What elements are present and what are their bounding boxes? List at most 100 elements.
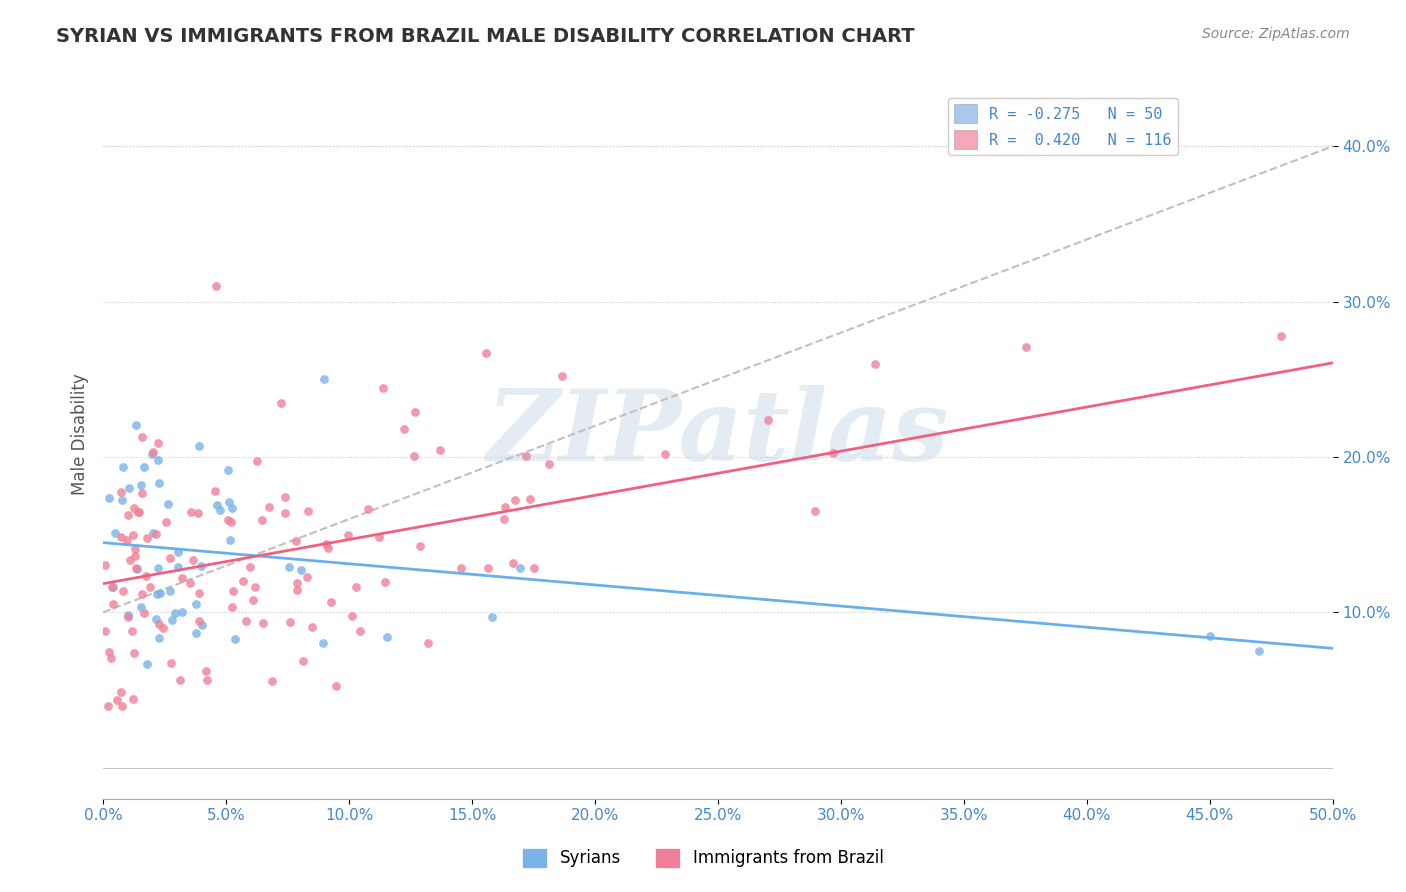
Legend: Syrians, Immigrants from Brazil: Syrians, Immigrants from Brazil — [515, 841, 891, 875]
Point — [124, 542, 146, 557]
Point — [122, 646, 145, 660]
Point — [357, 502, 380, 516]
Point — [260, 674, 283, 689]
Point — [312, 636, 335, 650]
Point — [195, 673, 218, 687]
Point — [100, 580, 122, 594]
Point — [509, 561, 531, 575]
Point — [117, 608, 139, 623]
Point — [111, 698, 134, 713]
Point — [100, 651, 122, 665]
Point — [120, 553, 142, 567]
Point — [232, 574, 254, 588]
Point — [394, 422, 416, 436]
Point — [159, 657, 181, 671]
Point — [1270, 329, 1292, 343]
Point — [418, 636, 440, 650]
Point — [224, 632, 246, 646]
Point — [325, 679, 347, 693]
Point — [494, 500, 516, 514]
Point — [166, 560, 188, 574]
Point — [1015, 340, 1038, 354]
Point — [160, 613, 183, 627]
Point — [142, 525, 165, 540]
Point — [165, 607, 187, 621]
Point — [170, 605, 193, 619]
Point — [104, 526, 127, 541]
Point — [477, 561, 499, 575]
Point — [186, 625, 208, 640]
Point — [145, 527, 167, 541]
Point — [131, 587, 153, 601]
Point — [190, 559, 212, 574]
Point — [274, 506, 297, 520]
Point — [125, 561, 148, 575]
Point — [278, 615, 301, 630]
Point — [129, 477, 152, 491]
Point — [205, 498, 228, 512]
Text: Source: ZipAtlas.com: Source: ZipAtlas.com — [1202, 27, 1350, 41]
Point — [375, 630, 398, 644]
Point — [131, 430, 153, 444]
Point — [235, 614, 257, 628]
Point — [221, 600, 243, 615]
Point — [124, 549, 146, 563]
Point — [290, 563, 312, 577]
Point — [128, 505, 150, 519]
Point — [519, 492, 541, 507]
Point — [654, 447, 676, 461]
Point — [141, 447, 163, 461]
Point — [537, 457, 560, 471]
Point — [172, 571, 194, 585]
Point — [274, 490, 297, 504]
Point — [374, 574, 396, 589]
Point — [337, 528, 360, 542]
Point — [131, 600, 153, 615]
Point — [117, 481, 139, 495]
Point — [146, 561, 169, 575]
Point — [110, 684, 132, 698]
Point — [111, 459, 134, 474]
Point — [122, 692, 145, 706]
Point — [159, 550, 181, 565]
Point — [146, 436, 169, 450]
Point — [242, 593, 264, 607]
Point — [821, 446, 844, 460]
Point — [408, 539, 430, 553]
Point — [93, 558, 115, 572]
Point — [146, 453, 169, 467]
Point — [105, 693, 128, 707]
Point — [127, 505, 149, 519]
Point — [551, 368, 574, 383]
Point — [148, 616, 170, 631]
Point — [115, 533, 138, 547]
Point — [373, 381, 395, 395]
Point — [156, 497, 179, 511]
Legend: R = -0.275   N = 50, R =  0.420   N = 116: R = -0.275 N = 50, R = 0.420 N = 116 — [948, 98, 1178, 155]
Point — [195, 664, 218, 678]
Point — [321, 595, 343, 609]
Point — [204, 279, 226, 293]
Point — [287, 576, 309, 591]
Point — [404, 405, 426, 419]
Point — [181, 553, 204, 567]
Point — [135, 569, 157, 583]
Point — [429, 443, 451, 458]
Point — [246, 454, 269, 468]
Point — [252, 615, 274, 630]
Point — [243, 580, 266, 594]
Text: SYRIAN VS IMMIGRANTS FROM BRAZIL MALE DISABILITY CORRELATION CHART: SYRIAN VS IMMIGRANTS FROM BRAZIL MALE DI… — [56, 27, 915, 45]
Point — [148, 632, 170, 646]
Point — [155, 515, 177, 529]
Point — [238, 559, 260, 574]
Point — [122, 528, 145, 542]
Point — [142, 444, 165, 458]
Point — [125, 417, 148, 432]
Point — [152, 621, 174, 635]
Point — [101, 580, 124, 594]
Point — [494, 512, 516, 526]
Point — [315, 537, 337, 551]
Point — [297, 570, 319, 584]
Point — [111, 492, 134, 507]
Point — [222, 584, 245, 599]
